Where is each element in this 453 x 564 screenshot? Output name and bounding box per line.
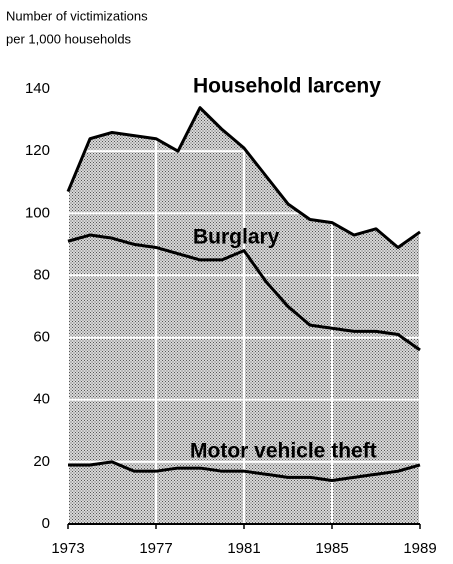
x-tick-label: 1985 bbox=[315, 540, 348, 557]
y-axis-label: Number of victimizations bbox=[6, 8, 148, 23]
y-tick-label: 60 bbox=[33, 329, 50, 346]
x-tick-label: 1989 bbox=[403, 540, 436, 557]
y-tick-label: 140 bbox=[25, 80, 50, 97]
y-tick-label: 20 bbox=[33, 453, 50, 470]
y-axis-label: per 1,000 households bbox=[6, 31, 132, 46]
y-tick-label: 100 bbox=[25, 204, 50, 221]
x-tick-label: 1981 bbox=[227, 540, 260, 557]
series-label: Burglary bbox=[193, 226, 280, 249]
y-tick-label: 80 bbox=[33, 266, 50, 283]
line bbox=[66, 106, 421, 249]
series-label: Household larceny bbox=[193, 75, 381, 98]
x-tick-label: 1973 bbox=[51, 540, 84, 557]
y-tick-label: 0 bbox=[42, 515, 50, 532]
y-tick-label: 40 bbox=[33, 391, 50, 408]
x-tick-label: 1977 bbox=[139, 540, 172, 557]
line bbox=[68, 460, 421, 482]
y-tick-label: 120 bbox=[25, 142, 50, 159]
line bbox=[67, 233, 421, 352]
series-label: Motor vehicle theft bbox=[190, 440, 377, 463]
